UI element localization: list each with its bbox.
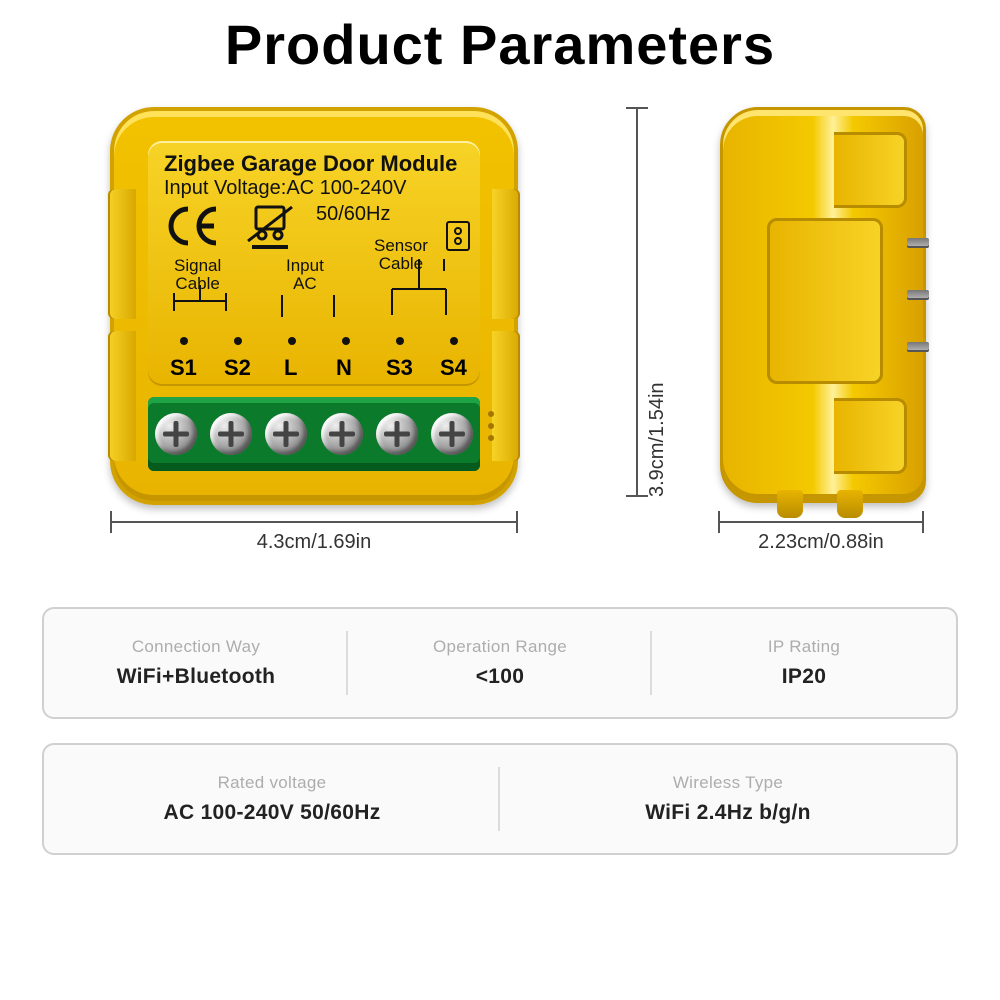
spec-cell: Operation Range <100 <box>348 609 652 717</box>
device-side <box>720 107 926 503</box>
side-cavity <box>767 218 883 384</box>
clip <box>492 189 520 319</box>
device-front: Zigbee Garage Door Module Input Voltage:… <box>110 107 518 505</box>
clip <box>108 331 136 461</box>
dim-height: 3.9cm/1.54in <box>636 107 669 497</box>
spec-value: WiFi+Bluetooth <box>117 665 276 689</box>
ce-mark-icon <box>164 203 224 249</box>
frequency: 50/60Hz <box>316 203 391 226</box>
wire-lines <box>154 251 474 341</box>
spec-key: Connection Way <box>132 637 260 657</box>
dim-height-text: 3.9cm/1.54in <box>646 107 669 497</box>
terminal-s1: S1 <box>170 355 197 381</box>
page-title: Product Parameters <box>0 0 1000 77</box>
side-ridge <box>834 398 907 474</box>
terminal-block <box>148 397 480 471</box>
screw-terminal <box>376 413 418 455</box>
screw-terminal <box>431 413 473 455</box>
terminal-n: N <box>336 355 352 381</box>
spec-cell: Rated voltage AC 100-240V 50/60Hz <box>44 745 500 853</box>
dim-width: 4.3cm/1.69in <box>110 521 518 554</box>
screw-terminal <box>155 413 197 455</box>
weee-icon <box>242 201 298 253</box>
terminal-s2: S2 <box>224 355 251 381</box>
spec-row-1: Connection Way WiFi+Bluetooth Operation … <box>42 607 958 719</box>
dim-depth-text: 2.23cm/0.88in <box>718 531 924 554</box>
screw-terminal <box>210 413 252 455</box>
side-pin <box>907 342 929 352</box>
side-pin <box>907 290 929 300</box>
screw-terminal <box>321 413 363 455</box>
illustration-stage: Zigbee Garage Door Module Input Voltage:… <box>0 77 1000 607</box>
spec-row-2: Rated voltage AC 100-240V 50/60Hz Wirele… <box>42 743 958 855</box>
spec-value: <100 <box>476 665 525 689</box>
sensor-icon <box>444 219 474 253</box>
indicator-leds <box>488 411 494 441</box>
spec-cell: Connection Way WiFi+Bluetooth <box>44 609 348 717</box>
spec-value: AC 100-240V 50/60Hz <box>164 801 381 825</box>
spec-key: Wireless Type <box>673 773 783 793</box>
side-ridge <box>834 132 907 208</box>
device-name: Zigbee Garage Door Module <box>164 151 457 177</box>
spec-key: Rated voltage <box>218 773 327 793</box>
dim-width-text: 4.3cm/1.69in <box>110 531 518 554</box>
input-voltage: Input Voltage:AC 100-240V <box>164 177 406 200</box>
spec-key: Operation Range <box>433 637 567 657</box>
terminal-s4: S4 <box>440 355 467 381</box>
side-foot <box>777 490 803 518</box>
side-pin <box>907 238 929 248</box>
spec-cell: Wireless Type WiFi 2.4Hz b/g/n <box>500 745 956 853</box>
clip <box>492 331 520 461</box>
spec-value: WiFi 2.4Hz b/g/n <box>645 801 811 825</box>
dim-depth: 2.23cm/0.88in <box>718 521 924 554</box>
screw-terminal <box>265 413 307 455</box>
side-foot <box>837 490 863 518</box>
spec-cell: IP Rating IP20 <box>652 609 956 717</box>
clip <box>108 189 136 319</box>
spec-tables: Connection Way WiFi+Bluetooth Operation … <box>0 607 1000 855</box>
spec-value: IP20 <box>782 665 826 689</box>
spec-key: IP Rating <box>768 637 840 657</box>
terminal-l: L <box>284 355 297 381</box>
terminal-s3: S3 <box>386 355 413 381</box>
